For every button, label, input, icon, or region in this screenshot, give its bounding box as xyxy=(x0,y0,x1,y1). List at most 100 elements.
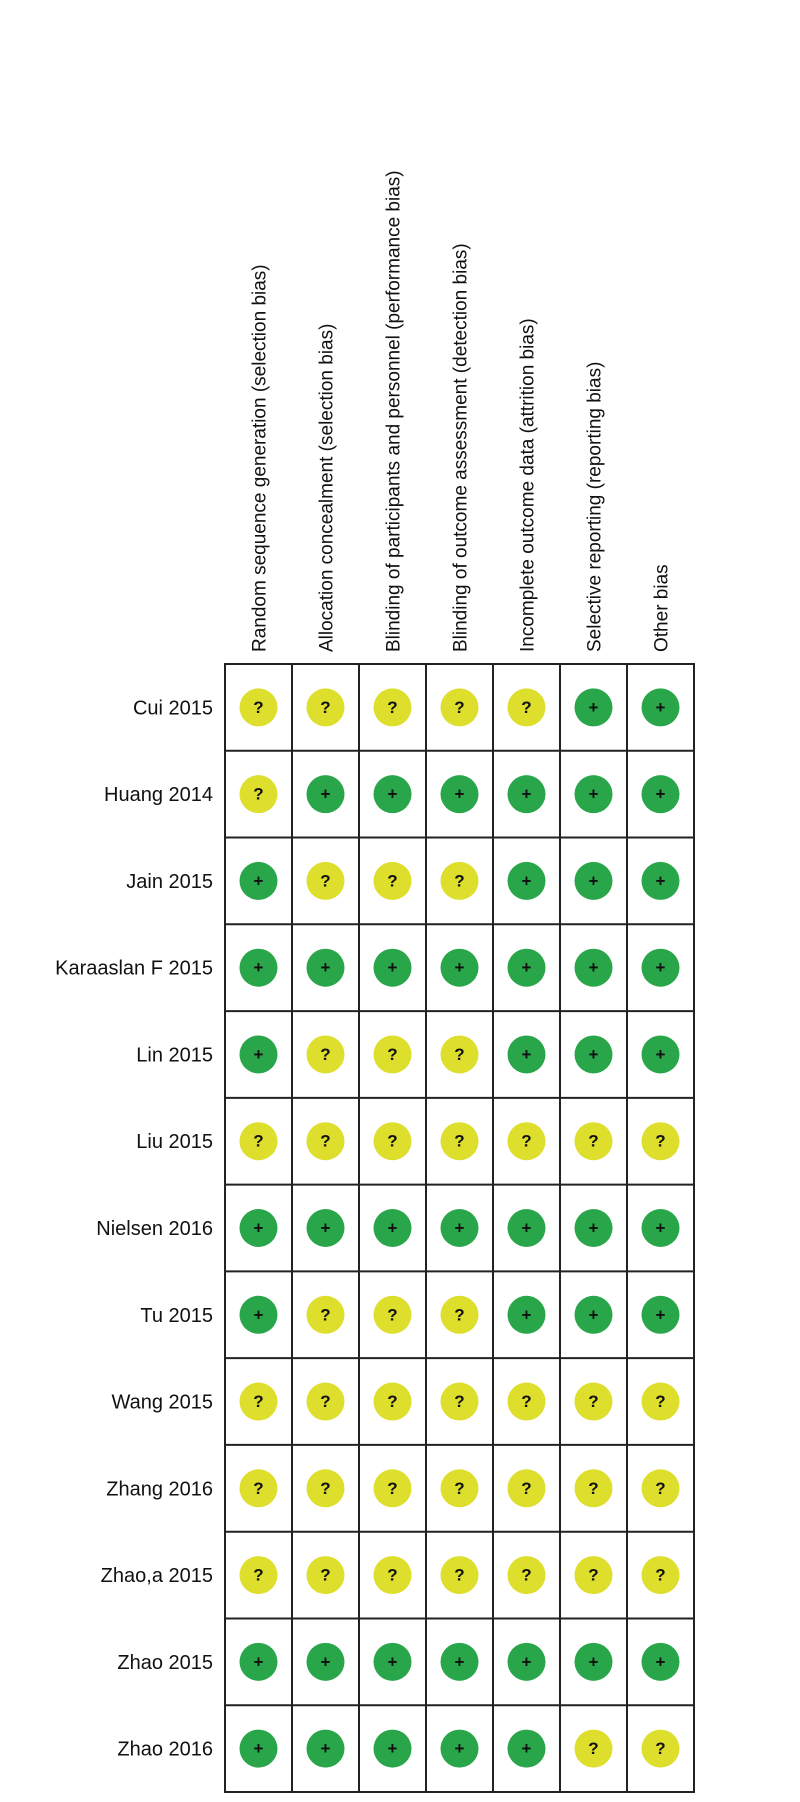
rating-cell: ? xyxy=(306,1035,345,1074)
rating-symbol: ? xyxy=(387,1045,397,1064)
rating-circle xyxy=(373,1382,412,1421)
study-label: Cui 2015 xyxy=(133,697,213,719)
rating-circle xyxy=(306,1642,345,1681)
rating-circle xyxy=(641,1035,680,1074)
rating-cell: ? xyxy=(440,861,479,900)
rating-cell: + xyxy=(440,1729,479,1768)
rating-circle xyxy=(574,861,613,900)
rating-circle xyxy=(440,1295,479,1334)
rating-cell: ? xyxy=(239,688,278,727)
rating-cell: ? xyxy=(306,1469,345,1508)
rating-symbol: + xyxy=(656,871,666,890)
rating-circle xyxy=(574,775,613,814)
study-label: Zhang 2016 xyxy=(106,1478,213,1500)
rating-symbol: ? xyxy=(655,1479,665,1498)
rating-circle xyxy=(373,1035,412,1074)
rating-circle xyxy=(306,1035,345,1074)
rating-cell: ? xyxy=(373,688,412,727)
rating-symbol: + xyxy=(321,1739,331,1758)
rating-symbol: + xyxy=(589,1045,599,1064)
rating-circle xyxy=(306,861,345,900)
rating-symbol: ? xyxy=(253,1392,263,1411)
rating-symbol: + xyxy=(522,1045,532,1064)
rating-cell: ? xyxy=(306,1556,345,1595)
rating-circle xyxy=(373,1642,412,1681)
rating-circle xyxy=(507,1382,546,1421)
rating-circle xyxy=(507,861,546,900)
rating-circle xyxy=(641,948,680,987)
rating-cell: ? xyxy=(574,1556,613,1595)
rating-cell: ? xyxy=(440,1035,479,1074)
rating-cell: ? xyxy=(373,1556,412,1595)
rating-symbol: + xyxy=(455,1219,465,1238)
rating-symbol: + xyxy=(522,1739,532,1758)
rating-symbol: + xyxy=(656,785,666,804)
rating-symbol: ? xyxy=(387,1392,397,1411)
rating-circle xyxy=(239,861,278,900)
rating-cell: + xyxy=(306,1729,345,1768)
rating-circle xyxy=(641,1729,680,1768)
rating-circle xyxy=(440,1556,479,1595)
rating-symbol: ? xyxy=(320,1479,330,1498)
rating-cell: + xyxy=(373,948,412,987)
rating-circle xyxy=(373,1209,412,1247)
rating-cell: + xyxy=(641,948,680,987)
rating-symbol: + xyxy=(522,1305,532,1324)
rating-symbol: + xyxy=(388,958,398,977)
study-label: Zhao 2016 xyxy=(117,1739,213,1761)
rating-symbol: + xyxy=(321,1652,331,1671)
rating-symbol: ? xyxy=(588,1479,598,1498)
rating-cell: + xyxy=(373,1642,412,1681)
rating-symbol: ? xyxy=(588,1132,598,1151)
rating-symbol: + xyxy=(656,698,666,717)
rating-circle xyxy=(373,1122,412,1161)
rating-cell: + xyxy=(641,1642,680,1681)
study-label: Nielsen 2016 xyxy=(96,1218,213,1240)
rating-symbol: + xyxy=(455,958,465,977)
rating-cell: ? xyxy=(507,1122,546,1161)
rating-cell: + xyxy=(574,948,613,987)
column-header: Other bias xyxy=(652,564,673,652)
rating-cell: ? xyxy=(641,1122,680,1161)
rating-circle xyxy=(440,861,479,900)
rating-symbol: + xyxy=(522,1219,532,1238)
rating-cell: ? xyxy=(574,1469,613,1508)
rating-symbol: + xyxy=(388,1739,398,1758)
rating-cell: ? xyxy=(306,1122,345,1161)
rating-symbol: ? xyxy=(253,785,263,804)
rating-cell: ? xyxy=(373,861,412,900)
rating-circle xyxy=(239,1642,278,1681)
rating-cell: + xyxy=(507,1729,546,1768)
rating-circle xyxy=(239,948,278,987)
rating-circle xyxy=(507,948,546,987)
rating-cell: ? xyxy=(239,775,278,814)
rating-circle xyxy=(306,1729,345,1768)
rating-symbol: + xyxy=(455,1652,465,1671)
rating-symbol: ? xyxy=(320,1566,330,1585)
rating-circle xyxy=(507,688,546,727)
rating-circle xyxy=(507,1209,546,1247)
rating-circle xyxy=(641,1556,680,1595)
rating-symbol: ? xyxy=(387,1305,397,1324)
rating-symbol: + xyxy=(321,785,331,804)
rating-symbol: ? xyxy=(454,1566,464,1585)
rating-cell: + xyxy=(641,1295,680,1334)
rating-cell: ? xyxy=(574,1382,613,1421)
rating-circle xyxy=(641,1469,680,1508)
rating-cell: ? xyxy=(306,1295,345,1334)
rating-symbol: ? xyxy=(387,698,397,717)
rating-cell: + xyxy=(641,775,680,814)
rating-cell: + xyxy=(373,1209,412,1247)
rating-circle xyxy=(239,1729,278,1768)
rating-circle xyxy=(306,775,345,814)
rating-circle xyxy=(239,1035,278,1074)
rating-circle xyxy=(306,1122,345,1161)
rating-cell: ? xyxy=(239,1556,278,1595)
rating-cell: + xyxy=(507,861,546,900)
rating-symbol: ? xyxy=(454,1479,464,1498)
rating-cell: ? xyxy=(306,688,345,727)
study-label: Zhao,a 2015 xyxy=(101,1565,213,1587)
rating-cell: + xyxy=(507,1295,546,1334)
rating-cell: + xyxy=(306,948,345,987)
